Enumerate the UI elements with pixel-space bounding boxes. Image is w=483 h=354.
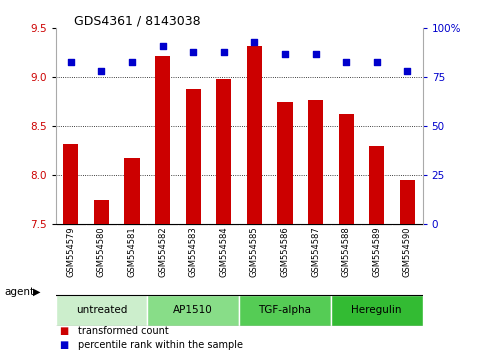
Text: GSM554580: GSM554580 <box>97 226 106 277</box>
Bar <box>400 180 415 224</box>
Point <box>67 59 75 64</box>
Text: transformed count: transformed count <box>78 326 168 336</box>
Bar <box>247 46 262 224</box>
Text: GSM554584: GSM554584 <box>219 226 228 277</box>
Text: GSM554585: GSM554585 <box>250 226 259 277</box>
Text: GSM554586: GSM554586 <box>281 226 289 277</box>
Text: ▶: ▶ <box>33 287 41 297</box>
Text: GSM554581: GSM554581 <box>128 226 137 277</box>
Text: GSM554589: GSM554589 <box>372 226 381 277</box>
Text: agent: agent <box>5 287 35 297</box>
Bar <box>155 56 170 224</box>
Bar <box>308 100 323 224</box>
Bar <box>339 114 354 224</box>
Bar <box>277 102 293 224</box>
Text: percentile rank within the sample: percentile rank within the sample <box>78 341 242 350</box>
Text: untreated: untreated <box>76 306 127 315</box>
Text: GDS4361 / 8143038: GDS4361 / 8143038 <box>74 14 200 27</box>
Text: GSM554579: GSM554579 <box>66 226 75 277</box>
Bar <box>56 295 147 326</box>
Bar <box>239 295 331 326</box>
Text: GSM554590: GSM554590 <box>403 226 412 277</box>
Point <box>373 59 381 64</box>
Point <box>403 69 411 74</box>
Bar <box>216 79 231 224</box>
Text: ■: ■ <box>59 341 69 350</box>
Bar <box>125 158 140 224</box>
Text: GSM554587: GSM554587 <box>311 226 320 277</box>
Text: TGF-alpha: TGF-alpha <box>258 306 312 315</box>
Point <box>312 51 319 57</box>
Point <box>128 59 136 64</box>
Bar <box>63 144 78 224</box>
Text: GSM554588: GSM554588 <box>341 226 351 277</box>
Bar <box>331 295 423 326</box>
Text: ■: ■ <box>59 326 69 336</box>
Point <box>220 49 227 55</box>
Point <box>251 39 258 45</box>
Bar <box>147 295 239 326</box>
Bar <box>94 200 109 224</box>
Text: GSM554583: GSM554583 <box>189 226 198 277</box>
Point <box>159 43 167 49</box>
Point <box>342 59 350 64</box>
Bar <box>185 89 201 224</box>
Point <box>281 51 289 57</box>
Bar <box>369 146 384 224</box>
Point <box>98 69 105 74</box>
Text: AP1510: AP1510 <box>173 306 213 315</box>
Point <box>189 49 197 55</box>
Text: GSM554582: GSM554582 <box>158 226 167 277</box>
Text: Heregulin: Heregulin <box>352 306 402 315</box>
